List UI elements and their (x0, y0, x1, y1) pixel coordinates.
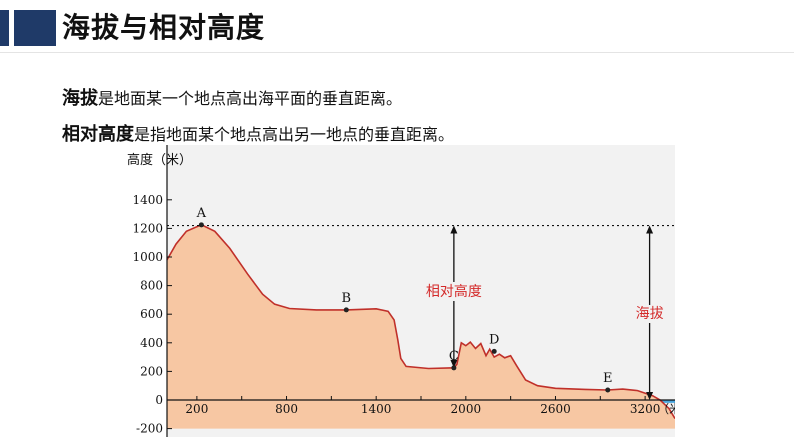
point-d-label: D (489, 332, 499, 347)
x-tick-label: 200 (185, 402, 208, 416)
elevation-profile-chart: -200 0 200 400 600 800 1000 1200 1400 高度（米） 200 800… (125, 145, 675, 437)
definition-text: 是指地面某个地点高出另一地点的垂直距离。 (134, 125, 455, 144)
point-b-label: B (342, 291, 352, 306)
point-d-marker (491, 348, 497, 354)
x-tick-label: 2600 (540, 402, 571, 416)
x-axis-unit: （米） (657, 402, 675, 416)
x-tick-label: 1400 (361, 402, 392, 416)
relative-height-arrow-arrowhead-top (450, 225, 458, 234)
point-e-marker (605, 387, 611, 393)
header-divider (0, 52, 794, 53)
definition-text: 是地面某一个地点高出海平面的垂直距离。 (98, 89, 403, 108)
altitude-label-bg (633, 305, 666, 323)
x-tick-label: 3200 (630, 402, 661, 416)
y-axis-label: 高度（米） (127, 152, 192, 168)
definition-relative-height: 相对高度是指地面某个地点高出另一地点的垂直距离。 (62, 120, 454, 146)
y-tick-label: 800 (140, 279, 163, 293)
y-tick-label: 0 (155, 393, 163, 407)
x-tick-label: 2000 (451, 402, 482, 416)
definition-term: 海拔 (62, 88, 98, 109)
y-tick-label: -200 (136, 422, 163, 436)
definition-term: 相对高度 (62, 124, 134, 145)
terrain-area (167, 224, 675, 429)
point-e-label: E (603, 371, 613, 386)
y-tick-label: 400 (140, 336, 163, 350)
terrain-outline (166, 223, 675, 420)
altitude-label: 海拔 (636, 306, 664, 322)
altitude-arrow-arrowhead-top (646, 225, 654, 234)
y-tick-label: 1000 (132, 250, 163, 264)
point-a-marker (198, 222, 204, 228)
header-accent-bar (0, 10, 9, 46)
y-tick-label: 1400 (132, 193, 163, 207)
y-tick-label: 1200 (132, 221, 163, 235)
sea-area (657, 400, 675, 403)
relative-height-arrow-arrowhead-bottom (450, 359, 458, 368)
y-tick-label: 600 (140, 307, 163, 321)
relative-height-label-bg (423, 282, 484, 301)
altitude-arrow-arrowhead-bottom (646, 392, 654, 400)
relative-height-label: 相对高度 (426, 283, 482, 300)
page-title: 海拔与相对高度 (62, 11, 266, 44)
x-tick-label: 800 (275, 402, 298, 416)
header-accent-block (14, 10, 56, 46)
definition-altitude: 海拔是地面某一个地点高出海平面的垂直距离。 (62, 84, 402, 110)
point-c-marker (451, 365, 457, 371)
y-tick-label: 200 (140, 364, 163, 378)
point-c-label: C (449, 349, 459, 364)
point-a-label: A (196, 206, 207, 221)
point-b-marker (343, 307, 349, 313)
elevation-profile-svg: -200 0 200 400 600 800 1000 1200 1400 高度（米） 200 800… (127, 145, 675, 437)
